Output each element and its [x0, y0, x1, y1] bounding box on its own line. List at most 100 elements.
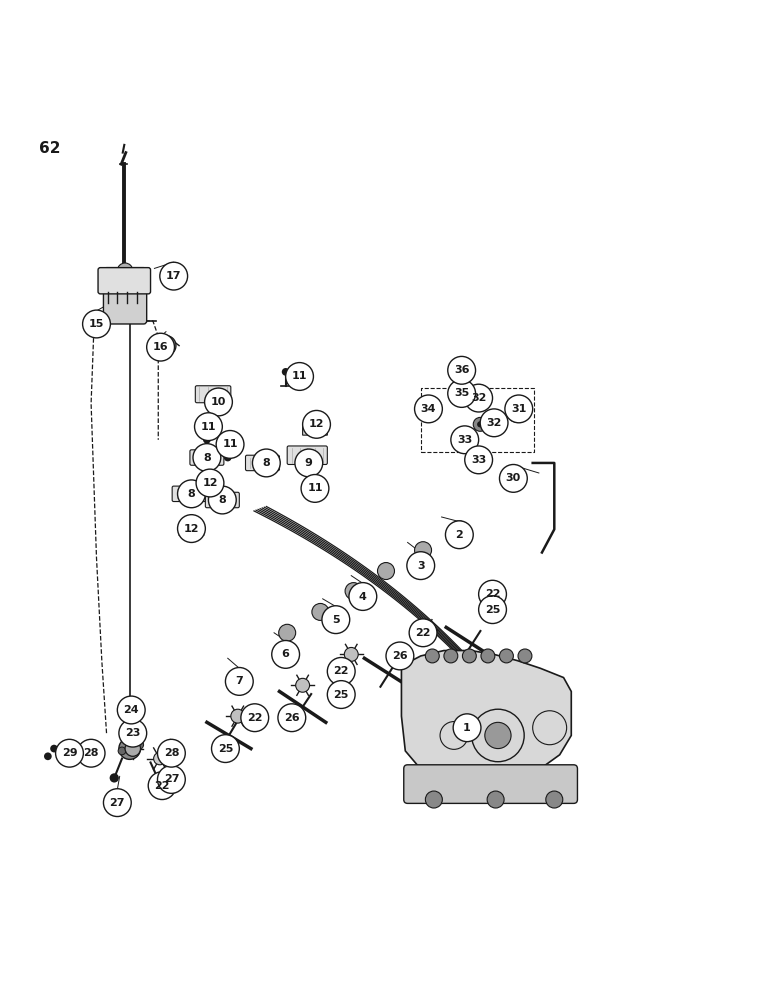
Text: 26: 26: [284, 713, 300, 723]
Text: 35: 35: [454, 388, 469, 398]
Circle shape: [322, 606, 350, 634]
Circle shape: [477, 421, 483, 427]
Circle shape: [453, 714, 481, 742]
Text: 2: 2: [455, 530, 463, 540]
Circle shape: [491, 420, 505, 434]
Circle shape: [444, 649, 458, 663]
Text: 6: 6: [282, 649, 290, 659]
Text: 1: 1: [463, 723, 471, 733]
Text: 8: 8: [262, 458, 270, 468]
Text: 22: 22: [247, 713, 262, 723]
Text: 11: 11: [201, 422, 216, 432]
Circle shape: [178, 480, 205, 508]
Polygon shape: [303, 415, 327, 435]
Text: 62: 62: [39, 141, 60, 156]
Text: 22: 22: [415, 628, 431, 638]
FancyBboxPatch shape: [172, 486, 206, 502]
Text: 22: 22: [485, 589, 500, 599]
Circle shape: [157, 766, 185, 793]
Circle shape: [344, 647, 358, 661]
Text: 12: 12: [202, 478, 218, 488]
Circle shape: [252, 449, 280, 477]
Text: 22: 22: [334, 666, 349, 676]
Circle shape: [110, 773, 119, 783]
Circle shape: [425, 791, 442, 808]
Circle shape: [296, 678, 310, 692]
Circle shape: [286, 363, 313, 390]
Circle shape: [378, 563, 394, 580]
Circle shape: [208, 486, 236, 514]
Circle shape: [465, 384, 493, 412]
Text: 11: 11: [292, 371, 307, 381]
Circle shape: [311, 492, 319, 500]
Circle shape: [451, 426, 479, 454]
Circle shape: [119, 719, 147, 747]
Text: 11: 11: [222, 439, 238, 449]
Text: 26: 26: [392, 651, 408, 661]
Circle shape: [327, 681, 355, 708]
Circle shape: [485, 722, 511, 749]
Circle shape: [505, 395, 533, 423]
Circle shape: [424, 402, 438, 416]
Text: 9: 9: [305, 458, 313, 468]
Circle shape: [479, 596, 506, 624]
Text: 32: 32: [486, 418, 502, 428]
Circle shape: [118, 747, 126, 755]
Text: 25: 25: [334, 690, 349, 700]
Circle shape: [415, 542, 432, 559]
Circle shape: [407, 552, 435, 580]
Circle shape: [231, 709, 245, 723]
Circle shape: [513, 412, 519, 418]
Text: 4: 4: [359, 591, 367, 601]
Circle shape: [162, 741, 178, 756]
Circle shape: [83, 310, 110, 338]
Circle shape: [445, 521, 473, 549]
Circle shape: [160, 262, 188, 290]
Circle shape: [157, 739, 185, 767]
Circle shape: [473, 417, 487, 431]
Circle shape: [195, 413, 222, 441]
Circle shape: [345, 583, 362, 600]
Circle shape: [419, 623, 433, 637]
Circle shape: [451, 521, 468, 538]
Circle shape: [428, 406, 434, 412]
Circle shape: [125, 741, 141, 756]
Text: 15: 15: [89, 319, 104, 329]
Text: 27: 27: [164, 774, 179, 784]
Circle shape: [278, 704, 306, 732]
Circle shape: [499, 464, 527, 492]
Text: 11: 11: [307, 483, 323, 493]
Polygon shape: [401, 651, 571, 782]
Text: 8: 8: [203, 453, 211, 463]
Circle shape: [205, 388, 232, 416]
Text: 7: 7: [235, 676, 243, 686]
Circle shape: [77, 739, 105, 767]
Text: 31: 31: [511, 404, 527, 414]
Circle shape: [203, 436, 211, 444]
Polygon shape: [196, 474, 221, 494]
Text: 25: 25: [218, 744, 233, 754]
Text: 30: 30: [506, 473, 521, 483]
Text: 25: 25: [485, 605, 500, 615]
Circle shape: [178, 515, 205, 542]
Circle shape: [66, 749, 73, 757]
FancyBboxPatch shape: [195, 386, 231, 403]
Circle shape: [415, 395, 442, 423]
Circle shape: [147, 333, 174, 361]
Circle shape: [448, 380, 476, 407]
Text: 12: 12: [184, 524, 199, 534]
FancyBboxPatch shape: [205, 492, 239, 508]
Text: 24: 24: [124, 705, 139, 715]
Circle shape: [456, 373, 462, 380]
Circle shape: [301, 475, 329, 502]
FancyBboxPatch shape: [245, 455, 279, 471]
Circle shape: [487, 791, 504, 808]
Circle shape: [499, 649, 513, 663]
Circle shape: [452, 389, 466, 403]
Circle shape: [193, 444, 221, 471]
Text: 8: 8: [218, 495, 226, 505]
Circle shape: [486, 592, 499, 606]
Circle shape: [156, 336, 176, 356]
Circle shape: [409, 619, 437, 647]
Circle shape: [154, 752, 166, 765]
